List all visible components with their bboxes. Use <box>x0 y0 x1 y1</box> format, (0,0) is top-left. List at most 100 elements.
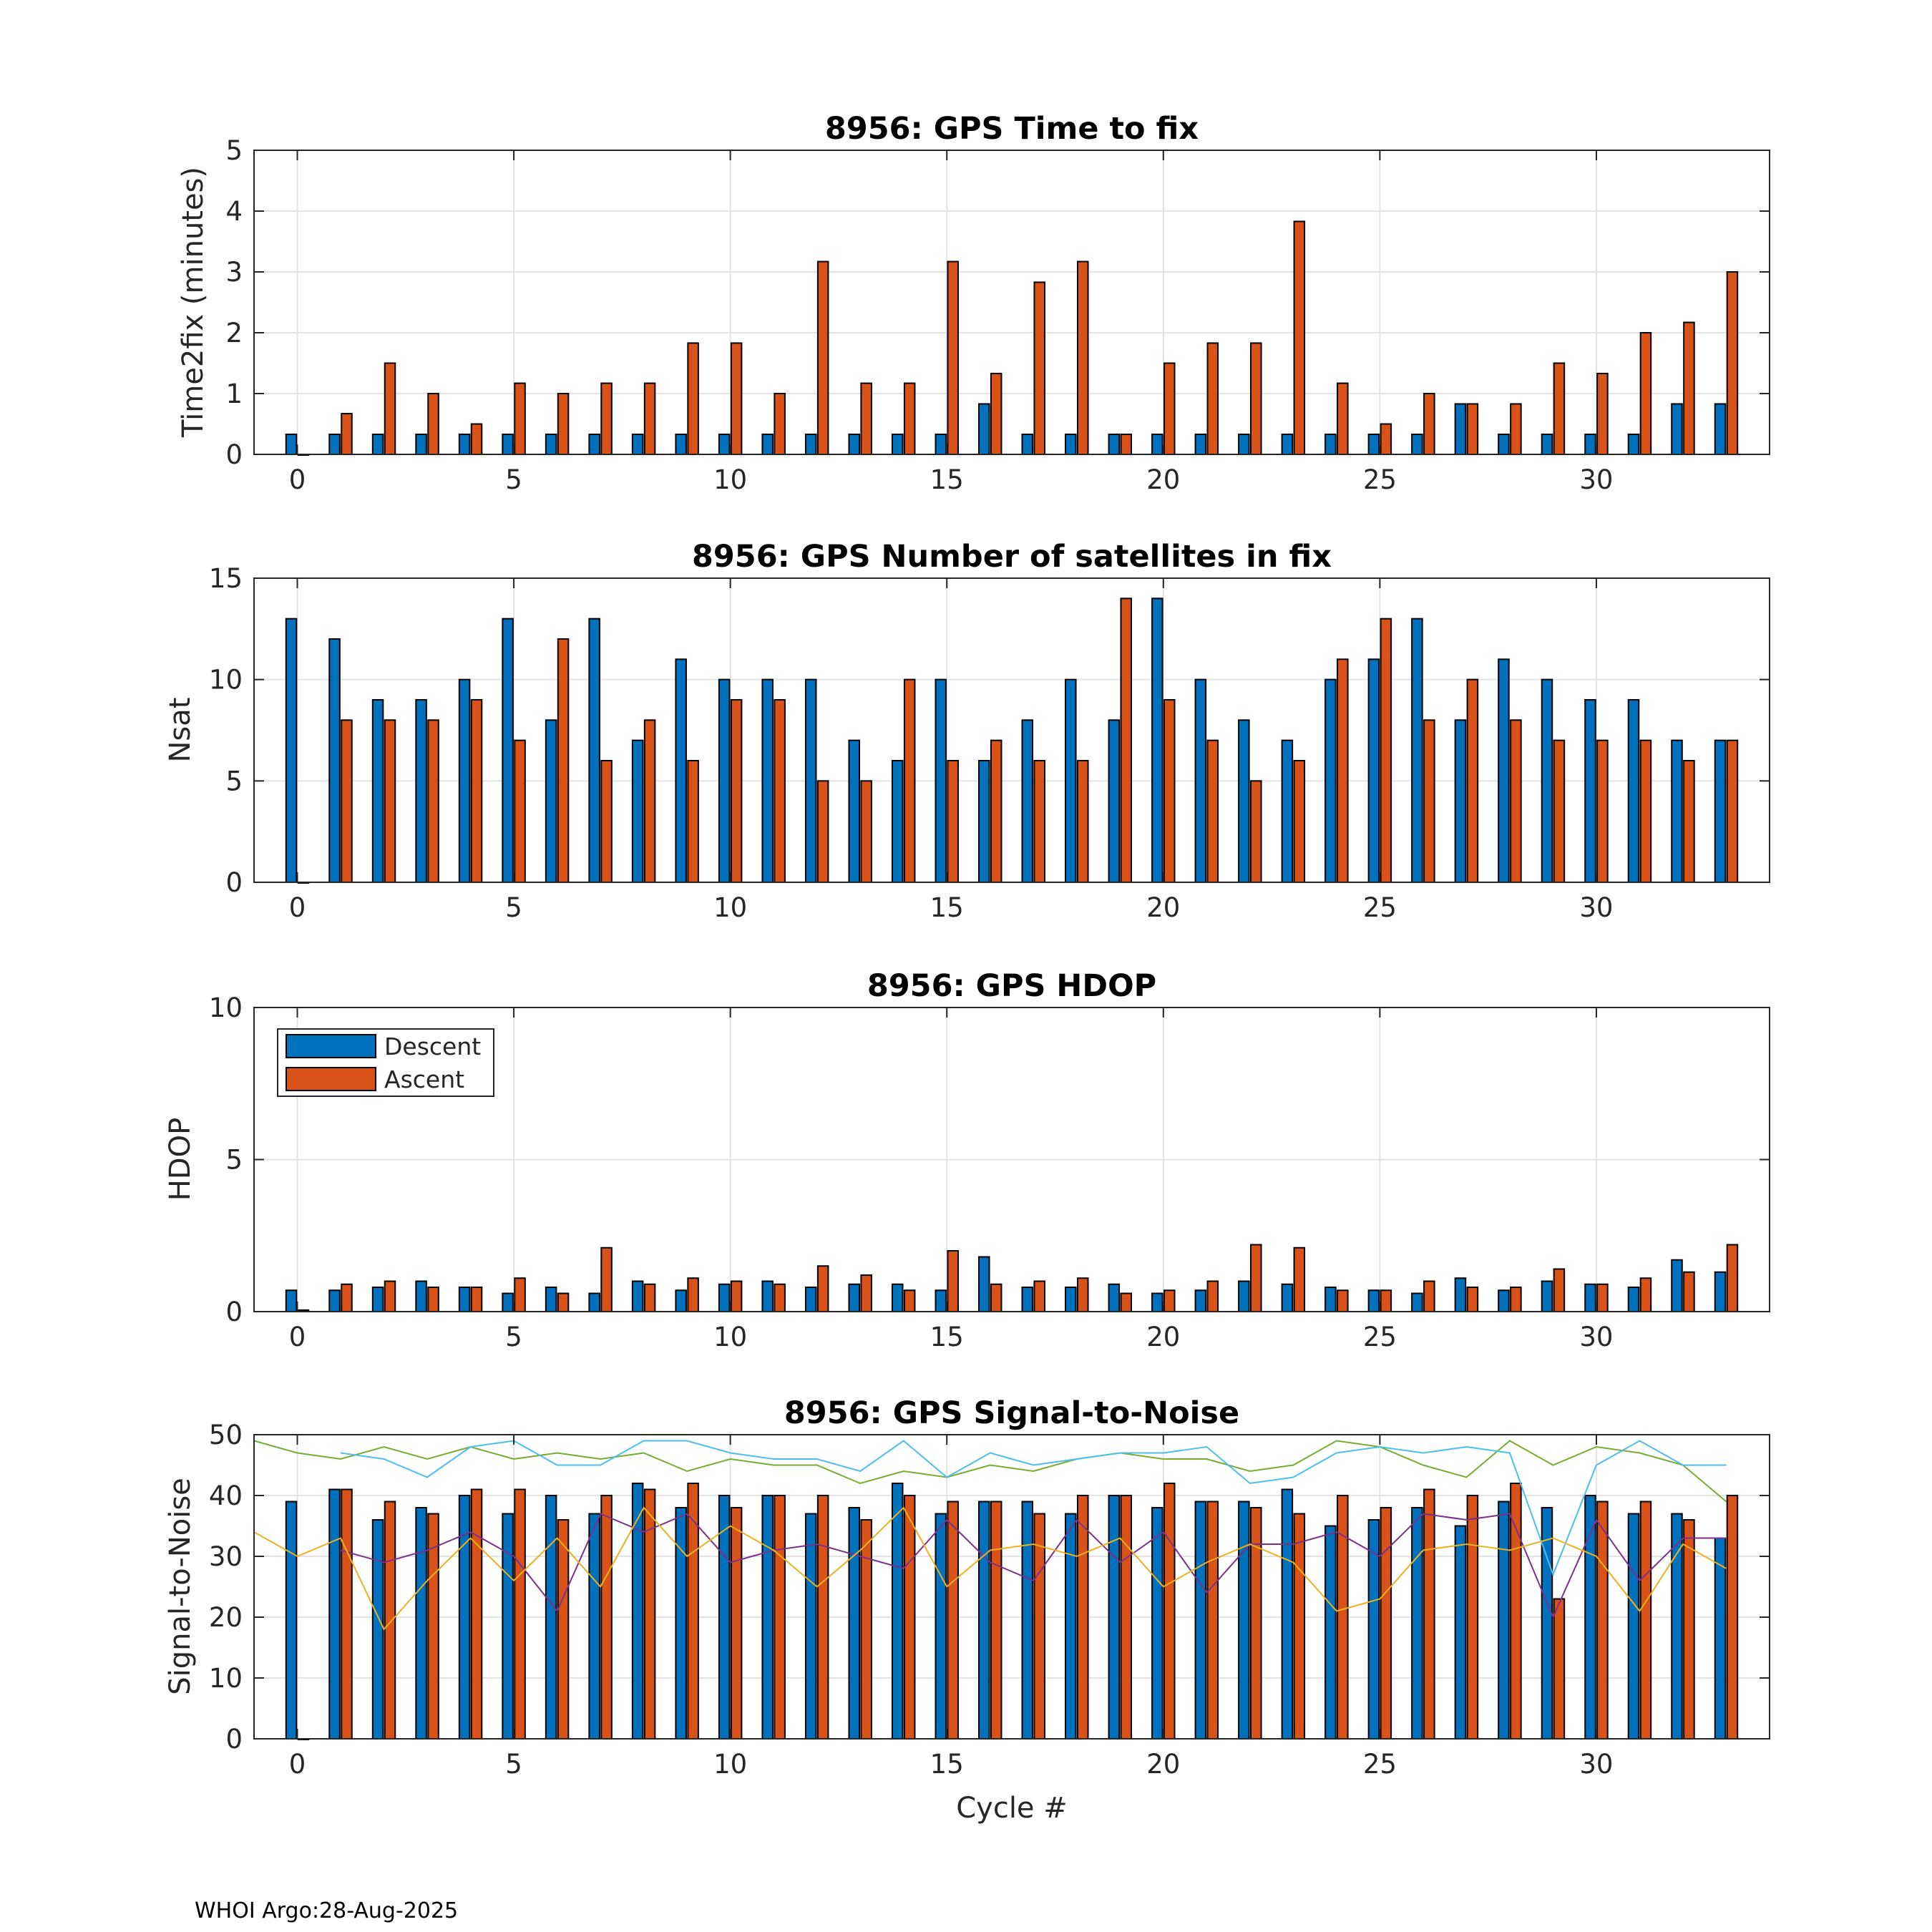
bar-ascent-cycle-25 <box>1380 1507 1392 1740</box>
bar-ascent-cycle-31 <box>1639 1501 1652 1740</box>
bar-ascent-cycle-15 <box>947 1501 959 1740</box>
line-sn-green <box>253 1440 1727 1503</box>
x-tick-label: 10 <box>713 1322 747 1352</box>
bar-descent-cycle-26 <box>1411 1292 1423 1312</box>
panel-hdop: 0 5 10 15 20 25 30 0 5 10 8956: GPS HDOP HDOP Des… <box>164 968 1770 1352</box>
bar-descent-cycle-5 <box>502 618 514 884</box>
legend-swatch-ascent <box>286 1067 376 1091</box>
y-tick-label: 10 <box>209 1663 243 1694</box>
y-tick-label: 1 <box>225 379 243 409</box>
tick-labels: 0 5 10 15 20 25 30 0 5 10 15 <box>209 563 1770 923</box>
bar-descent-cycle-9 <box>675 1289 687 1312</box>
bar-ascent-cycle-8 <box>643 719 656 883</box>
bar-descent-cycle-11 <box>761 678 774 884</box>
bar-descent-cycle-27 <box>1454 1277 1467 1312</box>
bar-ascent-cycle-1 <box>341 413 353 455</box>
bar-ascent-cycle-14 <box>903 1289 916 1312</box>
bar-descent-cycle-14 <box>891 760 904 883</box>
x-tick-label: 30 <box>1579 1749 1613 1780</box>
bar-descent-cycle-32 <box>1671 1259 1683 1312</box>
bar-descent-cycle-10 <box>718 433 731 456</box>
bar-descent-cycle-28 <box>1498 433 1510 456</box>
x-tick-label: 20 <box>1146 892 1180 923</box>
bar-descent-cycle-11 <box>761 1280 774 1312</box>
y-tick-label: 10 <box>209 992 243 1023</box>
x-tick-label: 20 <box>1146 1322 1180 1352</box>
bar-descent-cycle-24 <box>1324 1287 1337 1312</box>
y-tick-label: 40 <box>209 1480 243 1511</box>
bar-descent-cycle-2 <box>371 699 384 883</box>
x-tick-label: 25 <box>1363 464 1397 495</box>
bar-ascent-cycle-33 <box>1726 271 1739 455</box>
bar-ascent-cycle-4 <box>470 1287 483 1312</box>
bar-descent-cycle-32 <box>1671 739 1683 883</box>
bar-descent-cycle-24 <box>1324 433 1337 456</box>
bar-ascent-cycle-22 <box>1250 342 1262 456</box>
bar-ascent-cycle-6 <box>557 1292 570 1312</box>
bar-descent-cycle-33 <box>1714 739 1727 883</box>
bar-descent-cycle-31 <box>1627 1287 1640 1312</box>
bar-descent-cycle-4 <box>458 433 471 456</box>
bar-ascent-cycle-13 <box>860 780 872 884</box>
bar-descent-cycle-25 <box>1367 1289 1380 1312</box>
bar-ascent-cycle-10 <box>730 1507 743 1740</box>
bar-descent-cycle-2 <box>371 1287 384 1312</box>
bar-ascent-cycle-24 <box>1337 1289 1349 1312</box>
axes-frame <box>253 150 1770 455</box>
bar-ascent-cycle-1 <box>341 719 353 883</box>
x-tick-label: 5 <box>505 1749 522 1780</box>
x-tick-label: 15 <box>930 1322 964 1352</box>
x-tick-label: 5 <box>505 1322 522 1352</box>
bar-ascent-cycle-5 <box>514 1277 526 1312</box>
tick-labels: 0 5 10 15 20 25 30 0 5 10 <box>209 992 1770 1352</box>
bar-descent-cycle-31 <box>1627 433 1640 456</box>
bar-ascent-cycle-27 <box>1466 1287 1479 1312</box>
bar-ascent-cycle-26 <box>1423 719 1435 883</box>
bar-ascent-cycle-15 <box>947 1250 959 1312</box>
bar-ascent-cycle-9 <box>687 1277 699 1312</box>
x-tick-label: 30 <box>1579 892 1613 923</box>
bar-descent-cycle-0 <box>285 433 298 456</box>
bar-descent-cycle-7 <box>588 1513 600 1740</box>
y-tick-label: 4 <box>225 196 243 227</box>
bar-ascent-cycle-11 <box>774 1283 786 1312</box>
bar-descent-cycle-19 <box>1108 1283 1121 1312</box>
bar-descent-cycle-2 <box>371 433 384 456</box>
bar-ascent-cycle-18 <box>1076 1495 1089 1740</box>
bar-descent-cycle-4 <box>458 1495 471 1740</box>
bar-ascent-cycle-10 <box>730 342 743 456</box>
bar-ascent-cycle-17 <box>1033 1280 1045 1312</box>
y-axis-label: Signal-to-Noise <box>164 1478 197 1695</box>
bar-descent-cycle-10 <box>718 1283 731 1312</box>
bar-ascent-cycle-7 <box>600 382 613 455</box>
bar-ascent-cycle-16 <box>990 1283 1002 1312</box>
bar-ascent-cycle-23 <box>1293 760 1306 883</box>
bar-ascent-cycle-13 <box>860 382 872 455</box>
bar-descent-cycle-15 <box>935 433 947 456</box>
bar-ascent-cycle-32 <box>1683 1519 1695 1740</box>
bar-ascent-cycle-21 <box>1206 1501 1219 1740</box>
bar-ascent-cycle-3 <box>427 393 439 455</box>
bar-descent-cycle-11 <box>761 1495 774 1740</box>
bar-ascent-cycle-14 <box>903 1495 916 1740</box>
bar-descent-cycle-30 <box>1584 433 1596 456</box>
bar-descent-cycle-17 <box>1021 1501 1034 1740</box>
bar-descent-cycle-19 <box>1108 1495 1121 1740</box>
bar-descent-cycle-6 <box>545 433 557 456</box>
bar-ascent-cycle-21 <box>1206 739 1219 883</box>
bar-descent-cycle-16 <box>978 1256 990 1312</box>
bar-ascent-cycle-5 <box>514 382 526 455</box>
bar-descent-cycle-12 <box>804 1287 817 1312</box>
bar-descent-cycle-2 <box>371 1519 384 1740</box>
bar-ascent-cycle-18 <box>1076 760 1089 883</box>
bar-ascent-cycle-20 <box>1163 362 1176 455</box>
bar-ascent-cycle-27 <box>1466 1495 1479 1740</box>
bar-descent-cycle-15 <box>935 1289 947 1312</box>
bar-descent-cycle-25 <box>1367 433 1380 456</box>
bar-ascent-cycle-31 <box>1639 1277 1652 1312</box>
bar-descent-cycle-28 <box>1498 1289 1510 1312</box>
x-tick-label: 0 <box>289 1322 306 1352</box>
y-tick-label: 0 <box>225 1724 243 1755</box>
